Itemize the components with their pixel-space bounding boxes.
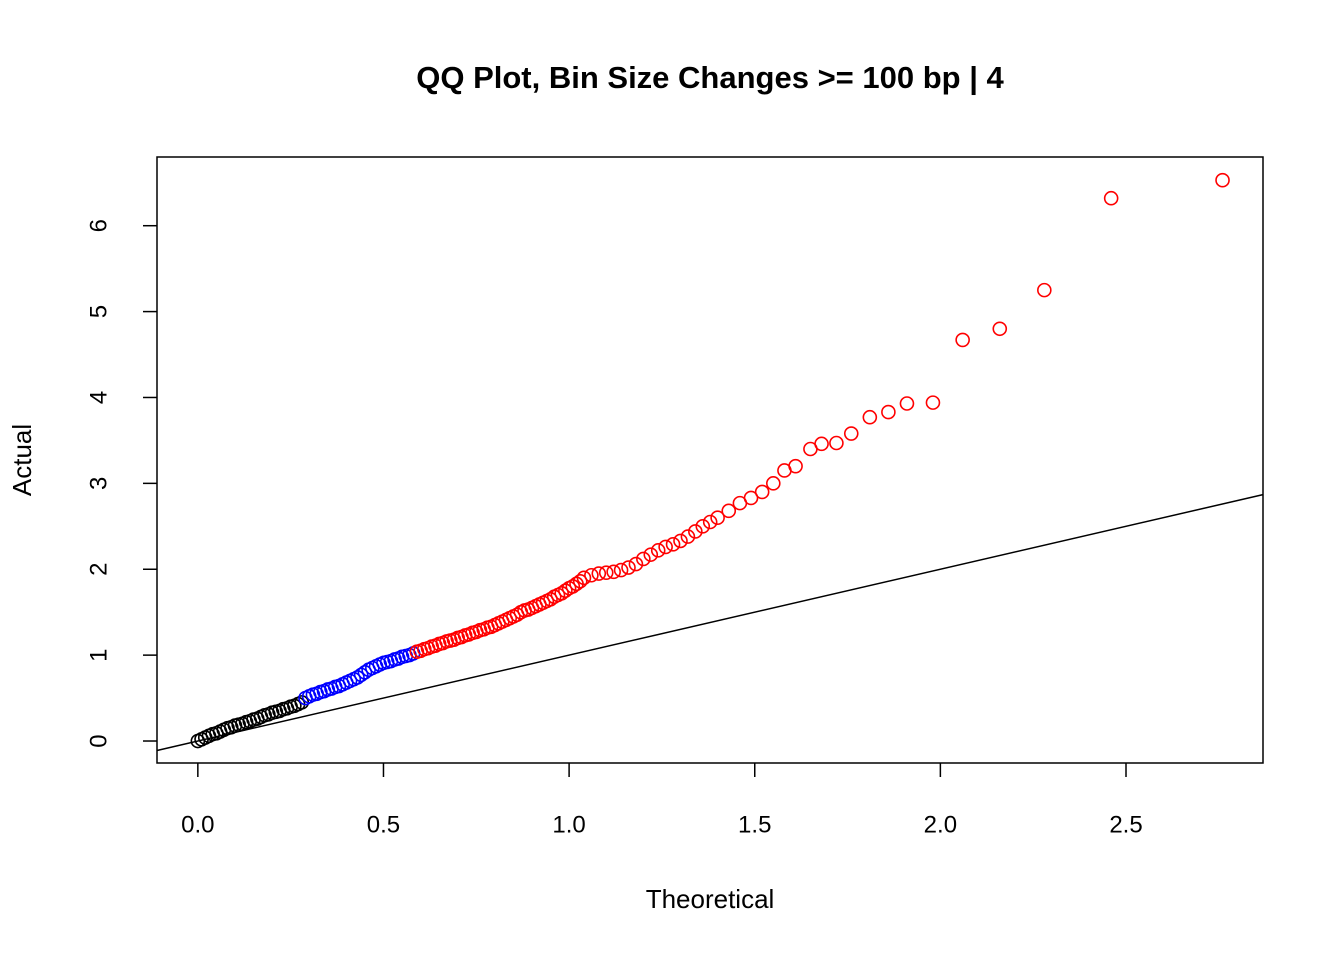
y-tick-label: 5 (85, 305, 112, 318)
x-tick-label: 0.5 (367, 811, 400, 838)
point (665, 537, 681, 552)
point (992, 321, 1008, 337)
x-tick-label: 1.5 (738, 811, 771, 838)
point (710, 510, 725, 526)
point (628, 556, 644, 572)
point (955, 332, 970, 348)
y-tick-label: 2 (85, 563, 112, 576)
point (357, 665, 373, 680)
y-tick-label: 1 (85, 648, 112, 661)
point (572, 573, 588, 589)
point (688, 524, 703, 539)
point (558, 583, 573, 599)
point (1215, 172, 1230, 188)
point (754, 484, 770, 500)
point (621, 560, 636, 575)
point (843, 426, 859, 441)
point (721, 503, 737, 519)
point (881, 404, 896, 420)
point (576, 570, 592, 586)
point (636, 551, 651, 567)
chart-title: QQ Plot, Bin Size Changes >= 100 bp | 4 (416, 60, 1004, 95)
point (680, 529, 696, 544)
point (1103, 190, 1119, 206)
y-tick-label: 3 (85, 477, 112, 490)
point (584, 567, 599, 583)
x-tick-label: 2.0 (924, 811, 957, 838)
point (353, 667, 369, 683)
x-tick-label: 2.5 (1109, 811, 1142, 838)
x-tick-label: 0.0 (181, 811, 214, 838)
point (743, 490, 759, 506)
point (606, 564, 621, 580)
point (673, 533, 688, 549)
point (925, 395, 941, 410)
point (658, 539, 673, 555)
point (788, 458, 803, 474)
point (814, 436, 829, 452)
point (1037, 282, 1052, 298)
y-tick-label: 4 (85, 391, 112, 404)
point (650, 543, 666, 558)
point (643, 547, 659, 562)
y-axis-label: Actual (7, 424, 37, 496)
point (543, 592, 558, 607)
point (695, 519, 711, 534)
x-axis-label: Theoretical (646, 884, 775, 914)
point (350, 670, 365, 685)
plot-frame (156, 156, 1264, 764)
point (862, 409, 878, 425)
point (598, 565, 614, 580)
point (702, 514, 718, 530)
point (591, 566, 607, 581)
point (899, 396, 915, 411)
point (554, 585, 569, 601)
y-tick-label: 0 (85, 734, 112, 747)
point (565, 579, 581, 594)
x-tick-label: 1.0 (552, 811, 585, 838)
point (766, 476, 781, 491)
y-tick-label: 6 (85, 219, 112, 232)
point (613, 562, 629, 578)
reference-line (156, 493, 1264, 752)
point (829, 435, 844, 451)
